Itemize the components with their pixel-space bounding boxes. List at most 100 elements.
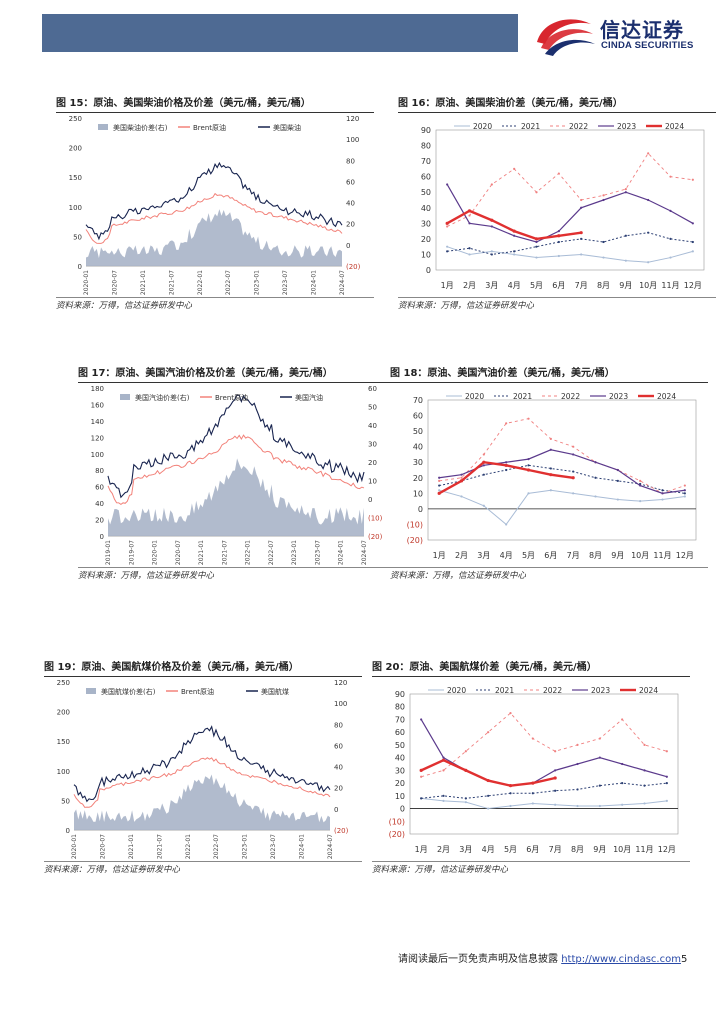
- data-point: [513, 250, 516, 253]
- legend-label: 2020: [447, 686, 466, 695]
- y-left-tick: 80: [95, 467, 104, 475]
- x-tick-label: 2022-01: [197, 270, 204, 295]
- y-tick-label: 80: [421, 142, 431, 151]
- x-tick-label: 2019-07: [128, 540, 135, 565]
- y-right-tick: 80: [346, 157, 355, 165]
- x-tick-label: 9月: [593, 845, 606, 854]
- y-left-tick: 50: [73, 233, 82, 241]
- legend-label: 2023: [617, 122, 636, 131]
- x-tick-label: 2月: [437, 845, 450, 854]
- figure-source: 资料来源：万得，信达证券研发中心: [398, 297, 716, 314]
- data-point: [647, 231, 650, 234]
- x-tick-label: 2021-01: [140, 270, 147, 295]
- data-point: [446, 250, 449, 253]
- data-point: [683, 492, 686, 495]
- y-tick-label: 30: [413, 458, 423, 467]
- x-tick-label: 5月: [504, 845, 517, 854]
- data-point: [527, 458, 530, 461]
- legend-label: 2020: [465, 392, 484, 401]
- data-point: [571, 476, 575, 480]
- y-left-tick: 250: [69, 115, 82, 123]
- legend-label: 2024: [665, 122, 684, 131]
- y-left-tick: 100: [91, 451, 104, 459]
- y-tick-label: 90: [395, 690, 405, 699]
- x-tick-label: 6月: [526, 845, 539, 854]
- series-line-2021: [447, 232, 693, 255]
- data-point: [535, 240, 538, 244]
- y-right-tick: 0: [334, 806, 338, 814]
- data-point: [598, 737, 601, 740]
- data-point: [468, 247, 471, 250]
- y-right-tick: 20: [368, 459, 377, 467]
- data-point: [554, 789, 557, 792]
- y-right-tick: (10): [368, 515, 383, 523]
- y-right-tick: 120: [334, 679, 347, 687]
- data-point: [464, 750, 467, 753]
- data-point: [513, 253, 516, 256]
- series-line-2020: [439, 489, 685, 526]
- x-tick-label: 8月: [571, 845, 584, 854]
- disclaimer-text: 请阅读最后一页免责声明及信息披露: [398, 954, 558, 965]
- data-point: [460, 476, 463, 479]
- x-tick-label: 2020-07: [175, 540, 182, 565]
- x-tick-label: 7月: [575, 281, 588, 290]
- data-point: [513, 234, 516, 237]
- data-point: [616, 498, 619, 501]
- y-tick-label: 50: [421, 188, 431, 197]
- figure-title: 图 20：原油、美国航煤价差（美元/桶，美元/桶）: [372, 660, 690, 677]
- data-point: [445, 221, 449, 225]
- y-tick-label: 40: [421, 204, 431, 213]
- legend-label: 美国航煤价差(右): [101, 687, 156, 696]
- figure-16: 图 16：原油、美国柴油价差（美元/桶，美元/桶） 0 10 20 30 40 50 60 7…: [398, 96, 716, 318]
- x-tick-label: 2020-07: [111, 270, 118, 295]
- x-tick-label: 2023-01: [242, 834, 249, 859]
- brent-line: [107, 434, 365, 506]
- y-tick-label: 30: [395, 766, 405, 775]
- y-tick-label: 10: [421, 250, 431, 259]
- legend-label: 美国柴油: [273, 123, 301, 132]
- data-point: [661, 498, 664, 501]
- x-tick-label: 4月: [508, 281, 521, 290]
- data-point: [490, 225, 493, 228]
- data-point: [643, 769, 646, 772]
- x-tick-label: 2月: [455, 551, 468, 560]
- data-point: [437, 491, 441, 495]
- figure-20-chart: (20) (10) 0 10 20 30 40 50 60 70 80 90 1月 2月 3月 4月 5月 6月 7…: [389, 686, 679, 854]
- data-point: [602, 198, 605, 202]
- data-point: [420, 775, 423, 778]
- data-point: [639, 500, 642, 503]
- figure-source: 资料来源：万得，信达证券研发中心: [56, 297, 374, 314]
- y-right-tick: 60: [334, 742, 343, 750]
- website-link[interactable]: http://www.cindasc.com: [561, 954, 681, 965]
- data-point: [526, 468, 531, 472]
- x-tick-label: 2024-01: [338, 540, 345, 565]
- data-point: [576, 788, 579, 791]
- data-point: [580, 253, 583, 256]
- y-tick-label: 20: [421, 235, 431, 244]
- data-point: [468, 253, 471, 256]
- data-point: [643, 784, 646, 787]
- data-point: [446, 225, 449, 228]
- data-point: [639, 479, 642, 482]
- data-point: [683, 489, 686, 492]
- y-left-tick: 0: [100, 533, 104, 541]
- data-point: [572, 470, 575, 473]
- data-point: [624, 191, 627, 194]
- x-tick-label: 2022-07: [225, 270, 232, 295]
- brent-line: [73, 757, 331, 808]
- legend-label: Brent原油: [215, 393, 248, 402]
- data-point: [512, 229, 516, 233]
- x-tick-label: 5月: [530, 281, 543, 290]
- product-line: [73, 725, 331, 803]
- data-point: [482, 460, 486, 464]
- data-point: [665, 775, 668, 778]
- x-tick-label: 2024-07: [361, 540, 368, 565]
- data-point: [580, 198, 583, 202]
- y-tick-label: 90: [421, 126, 431, 135]
- data-point: [460, 473, 463, 476]
- data-point: [557, 172, 560, 175]
- x-tick-label: 11月: [661, 281, 679, 290]
- legend-label: 2022: [543, 686, 562, 695]
- plot-frame: [427, 399, 697, 541]
- data-point: [490, 183, 493, 186]
